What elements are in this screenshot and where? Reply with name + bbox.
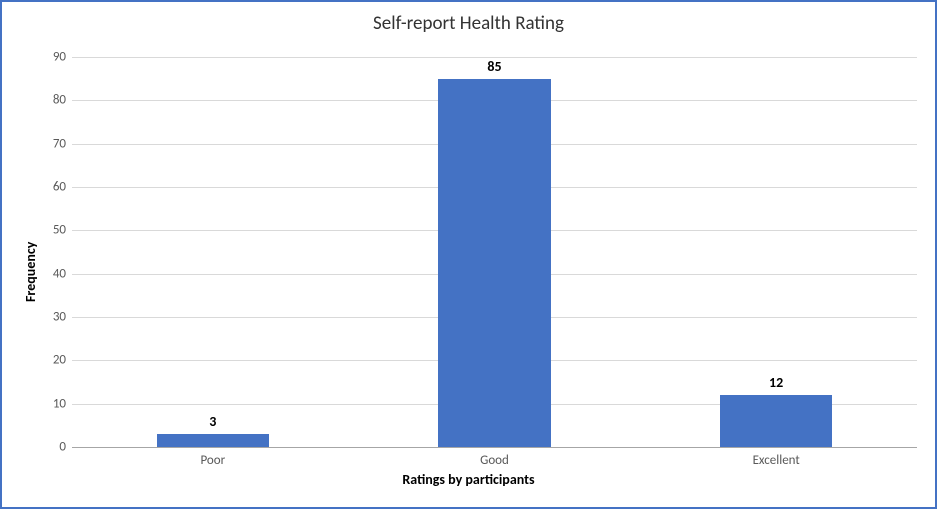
y-tick-label: 50	[53, 223, 66, 238]
y-tick-label: 0	[59, 440, 66, 455]
plot-area: 01020304050607080903Poor85Good12Excellen…	[72, 57, 917, 447]
y-tick-label: 20	[53, 353, 66, 368]
y-axis-label: Frequency	[22, 242, 39, 302]
bar	[720, 395, 833, 447]
y-tick-label: 80	[53, 93, 66, 108]
bar-value-label: 85	[487, 58, 501, 75]
y-tick-label: 40	[53, 266, 66, 281]
y-tick-label: 10	[53, 396, 66, 411]
chart-frame: Self-report Health Rating Frequency Rati…	[0, 0, 937, 509]
x-tick-label: Excellent	[753, 453, 800, 468]
y-tick-label: 90	[53, 50, 66, 65]
y-tick-label: 70	[53, 136, 66, 151]
x-tick-label: Good	[480, 453, 509, 468]
bar-value-label: 12	[769, 374, 783, 391]
x-axis-line	[72, 447, 917, 448]
bar-value-label: 3	[209, 413, 216, 430]
y-tick-label: 30	[53, 310, 66, 325]
bar	[438, 79, 551, 447]
chart-title: Self-report Health Rating	[2, 12, 935, 35]
x-tick-label: Poor	[200, 453, 225, 468]
bar	[157, 434, 270, 447]
y-tick-label: 60	[53, 180, 66, 195]
x-axis-label: Ratings by participants	[2, 471, 935, 488]
